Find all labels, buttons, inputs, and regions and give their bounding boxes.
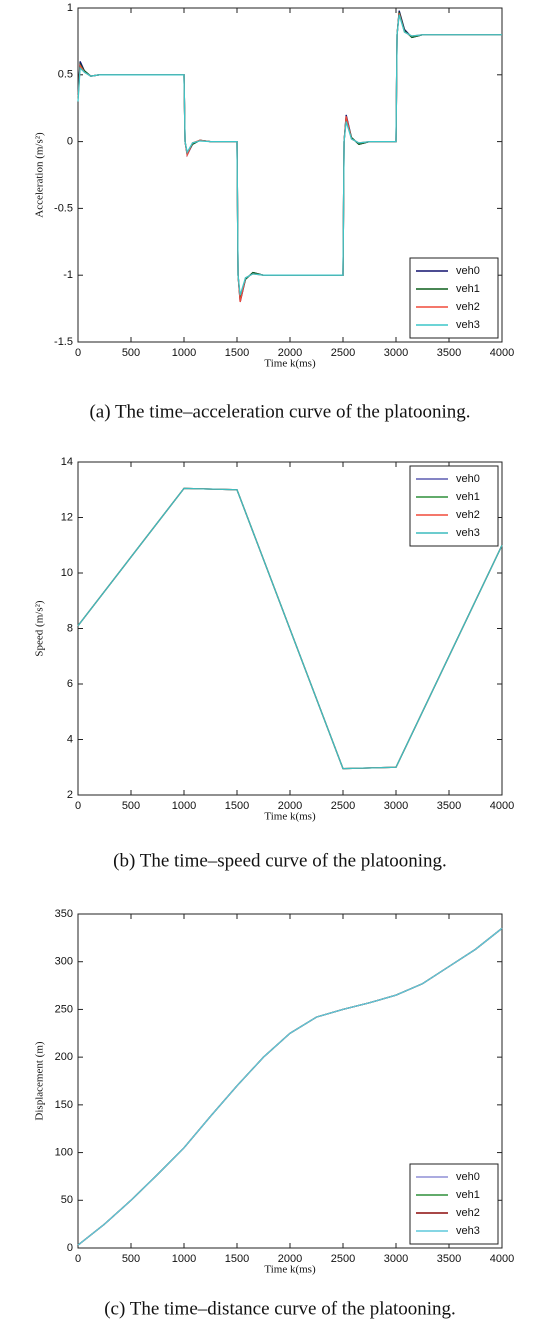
y-tick-label: 1 [67,2,73,14]
x-tick-label: 500 [122,347,140,359]
x-tick-label: 1500 [225,1253,249,1265]
legend-label: veh2 [456,301,480,313]
x-tick-label: 2000 [278,800,302,812]
legend-label: veh0 [456,265,480,277]
legend-label: veh1 [456,491,480,503]
x-tick-label: 2500 [331,347,355,359]
x-axis-label: Time k(ms) [264,358,316,370]
legend-label: veh2 [456,1207,480,1219]
y-tick-label: 14 [61,456,73,468]
y-tick-label: 10 [61,567,73,579]
legend-label: veh3 [456,527,480,539]
legend-label: veh0 [456,473,480,485]
series-line [77,487,503,770]
legend-label: veh1 [456,283,480,295]
x-tick-label: 0 [75,1253,81,1265]
x-axis-label: Time k(ms) [264,811,316,823]
y-tick-label: 6 [67,678,73,690]
x-tick-label: 500 [122,1253,140,1265]
x-tick-label: 4000 [490,347,514,359]
y-tick-label: 250 [55,1003,73,1015]
y-tick-label: 150 [55,1099,73,1111]
x-tick-label: 2500 [331,800,355,812]
x-tick-label: 2000 [278,347,302,359]
x-tick-label: 1500 [225,347,249,359]
y-tick-label: 50 [61,1194,73,1206]
x-tick-label: 1500 [225,800,249,812]
x-tick-label: 3500 [437,1253,461,1265]
y-tick-label: 2 [67,789,73,801]
y-axis-label: Speed (m/s²) [34,600,46,656]
legend-box [409,257,499,339]
series-line [77,14,502,296]
legend-box [409,465,499,547]
x-tick-label: 1000 [172,800,196,812]
x-tick-label: 3000 [384,347,408,359]
x-tick-label: 3000 [384,1253,408,1265]
x-tick-label: 3500 [437,800,461,812]
legend-label: veh3 [456,319,480,331]
y-tick-label: 8 [67,622,73,634]
x-tick-label: 3000 [384,800,408,812]
x-tick-label: 500 [122,800,140,812]
legend-label: veh2 [456,509,480,521]
y-tick-label: -1.5 [54,336,73,348]
x-tick-label: 3500 [437,347,461,359]
legend-label: veh3 [456,1225,480,1237]
caption: (c) The time–distance curve of the plato… [104,1298,456,1319]
x-tick-label: 0 [75,347,81,359]
x-tick-label: 4000 [490,1253,514,1265]
y-tick-label: -1 [63,269,73,281]
y-tick-label: 12 [61,511,73,523]
x-tick-label: 4000 [490,800,514,812]
y-tick-label: 100 [55,1146,73,1158]
x-tick-label: 2500 [331,1253,355,1265]
x-axis-label: Time k(ms) [264,1264,316,1276]
y-tick-label: 0.5 [58,69,73,81]
y-tick-label: -0.5 [54,202,73,214]
y-tick-label: 200 [55,1051,73,1063]
series-line [77,927,503,1246]
x-tick-label: 0 [75,800,81,812]
y-tick-label: 4 [67,733,73,745]
legend-label: veh0 [456,1171,480,1183]
y-tick-label: 0 [67,136,73,148]
y-axis-label: Displacement (m) [34,1041,46,1120]
y-tick-label: 350 [55,908,73,920]
legend-box [409,1163,499,1245]
x-tick-label: 1000 [172,347,196,359]
caption: (b) The time–speed curve of the platooni… [113,850,447,871]
legend-label: veh1 [456,1189,480,1201]
y-tick-label: 0 [67,1242,73,1254]
x-tick-label: 2000 [278,1253,302,1265]
y-tick-label: 300 [55,956,73,968]
caption: (a) The time–acceleration curve of the p… [89,401,470,422]
y-axis-label: Acceleration (m/s²) [34,132,46,218]
x-tick-label: 1000 [172,1253,196,1265]
